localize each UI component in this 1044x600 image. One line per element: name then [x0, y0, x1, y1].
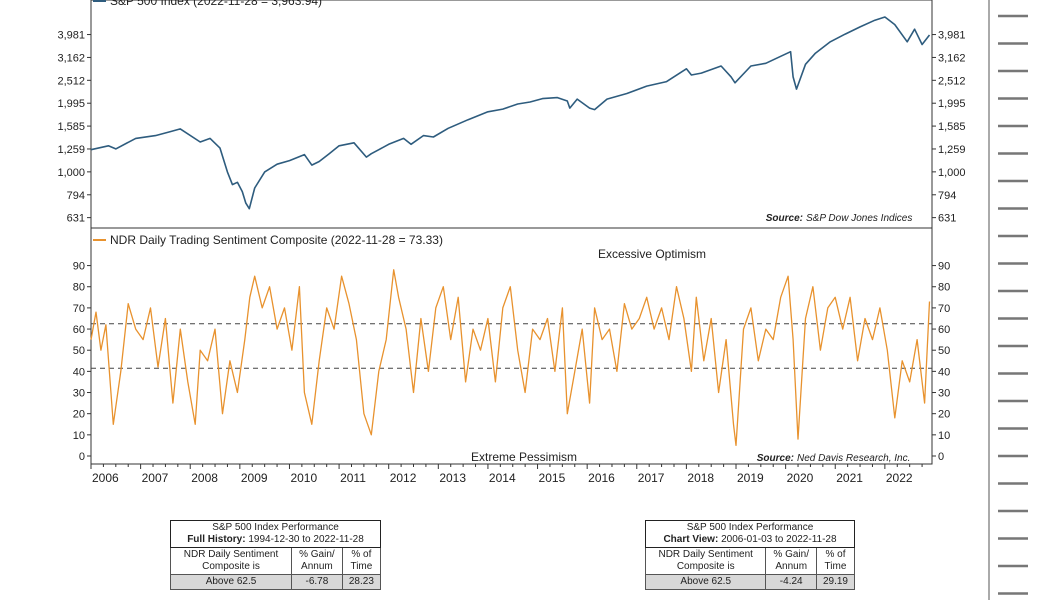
y-tick-label-right: 1,995	[938, 98, 966, 110]
table-title-cell: S&P 500 Index Performance Full History: …	[170, 520, 381, 548]
y-tick-label-left: 794	[67, 190, 85, 202]
y-tick-label-left: 30	[73, 388, 85, 400]
extreme-pessimism-label: Extreme Pessimism	[471, 450, 577, 464]
y-tick-label-right: 70	[938, 303, 950, 315]
y-tick-label-right: 0	[938, 451, 944, 463]
y-tick-label-right: 30	[938, 388, 950, 400]
sentiment-line	[90, 269, 931, 447]
top-panel-frame	[90, 0, 933, 229]
top-axes: 3,981 3,981 3,162 3,162 2,512 2,512 1,995 1,995…	[57, 30, 965, 225]
table-title: S&P 500 Index Performance	[212, 522, 339, 533]
performance-table-chart-view: S&P 500 Index Performance Chart View: 20…	[644, 520, 856, 590]
x-tick-label: 2019	[737, 471, 764, 485]
table-title: S&P 500 Index Performance	[686, 522, 814, 533]
y-tick-label-left: 3,981	[57, 30, 85, 42]
x-tick-label: 2011	[340, 471, 366, 485]
y-tick-label-right: 631	[938, 213, 956, 225]
table-period-value: 2006-01-03 to 2022-11-28	[721, 534, 837, 545]
table-row: Above 62.5 -4.24 29.19	[644, 574, 856, 590]
y-tick-label-left: 2,512	[57, 75, 85, 87]
y-tick-label-right: 1,585	[938, 121, 966, 133]
x-tick-label: 2007	[142, 471, 169, 485]
table-period-label: Full History:	[187, 534, 246, 545]
x-tick-label: 2018	[687, 471, 714, 485]
y-tick-label-right: 90	[938, 261, 950, 273]
table-period-label: Chart View:	[663, 534, 719, 545]
y-tick-label-left: 40	[73, 366, 85, 378]
y-tick-label-right: 1,259	[938, 144, 966, 156]
y-tick-label-left: 90	[73, 261, 85, 273]
y-tick-label-left: 80	[73, 282, 85, 294]
y-tick-label-left: 1,000	[57, 167, 85, 179]
y-tick-label-right: 3,162	[938, 52, 966, 64]
row-gain: -6.78	[291, 574, 343, 590]
y-tick-label-left: 10	[73, 430, 85, 442]
y-tick-label-left: 3,162	[57, 52, 85, 64]
y-tick-label-left: 20	[73, 409, 85, 421]
x-tick-label: 2016	[588, 471, 615, 485]
y-tick-label-left: 0	[79, 451, 85, 463]
x-tick-label: 2021	[836, 471, 863, 485]
x-tick-label: 2008	[191, 471, 218, 485]
column-header: NDR Daily Sentiment Composite is	[170, 547, 292, 575]
performance-table-full-history: S&P 500 Index Performance Full History: …	[170, 520, 382, 590]
row-label: Above 62.5	[644, 574, 767, 590]
bottom-legend-label: NDR Daily Trading Sentiment Composite (2…	[110, 233, 443, 247]
x-tick-label: 2009	[241, 471, 268, 485]
bottom-source-label: Source:	[757, 453, 794, 464]
sp500-series	[90, 16, 931, 210]
x-tick-label: 2017	[638, 471, 665, 485]
column-header: % Gain/Annum	[291, 547, 343, 575]
y-tick-label-right: 20	[938, 409, 950, 421]
x-tick-label: 2013	[439, 471, 466, 485]
top-source-text: S&P Dow Jones Indices	[806, 213, 912, 224]
x-axis: 2006 2007 2008 2009 2010 2011 2012 2013 2014 2015…	[90, 464, 923, 485]
table-period-value: 1994-12-30 to 2022-11-28	[248, 534, 364, 545]
x-tick-label: 2012	[390, 471, 417, 485]
x-tick-label: 2015	[539, 471, 566, 485]
row-time: 29.19	[815, 574, 856, 590]
row-gain: -4.24	[765, 574, 817, 590]
x-tick-label: 2010	[290, 471, 317, 485]
row-time: 28.23	[341, 574, 382, 590]
y-tick-label-left: 1,259	[57, 144, 85, 156]
bottom-panel-frame	[90, 227, 933, 465]
row-label: Above 62.5	[170, 574, 292, 590]
y-tick-label-left: 50	[73, 345, 85, 357]
y-tick-label-right: 2,512	[938, 75, 966, 87]
column-header: % of Time	[815, 547, 856, 575]
y-tick-label-right: 80	[938, 282, 950, 294]
column-header: NDR Daily Sentiment Composite is	[644, 547, 767, 575]
x-tick-label: 2014	[489, 471, 516, 485]
bottom-source-text: Ned Davis Research, Inc.	[797, 453, 910, 464]
y-tick-label-right: 40	[938, 366, 950, 378]
right-scale-decoration	[988, 0, 1028, 600]
x-tick-label: 2022	[886, 471, 913, 485]
y-tick-label-right: 60	[938, 324, 950, 336]
y-tick-label-right: 794	[938, 190, 956, 202]
reference-lines	[91, 323, 932, 369]
y-tick-label-left: 1,585	[57, 121, 85, 133]
y-tick-label-right: 50	[938, 345, 950, 357]
top-legend-label: S&P 500 Index (2022-11-28 = 3,963.94)	[110, 0, 322, 8]
y-tick-label-left: 631	[67, 213, 85, 225]
bottom-axes: 90 90 80 80 70 70 60 60 50 50 40 40 30 30 20 20 10 10 0 0	[73, 261, 951, 463]
sp500-line	[90, 16, 931, 210]
x-tick-label: 2020	[787, 471, 814, 485]
table-title-cell: S&P 500 Index Performance Chart View: 20…	[645, 520, 855, 548]
y-tick-label-left: 70	[73, 303, 85, 315]
column-header: % of Time	[341, 547, 382, 575]
y-tick-label-right: 1,000	[938, 167, 966, 179]
y-tick-label-left: 1,995	[57, 98, 85, 110]
table-row: Above 62.5 -6.78 28.23	[170, 574, 382, 590]
sentiment-series	[90, 269, 931, 447]
y-tick-label-right: 3,981	[938, 30, 966, 42]
column-header: % Gain/Annum	[765, 547, 817, 575]
x-tick-label: 2006	[92, 471, 119, 485]
y-tick-label-right: 10	[938, 430, 950, 442]
excessive-optimism-label: Excessive Optimism	[598, 247, 706, 261]
y-tick-label-left: 60	[73, 324, 85, 336]
top-source-label: Source:	[766, 213, 803, 224]
